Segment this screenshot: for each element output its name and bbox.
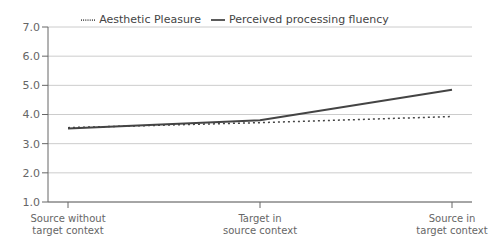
svg-text:Source withouttarget context: Source withouttarget context [30,213,105,236]
svg-text:6.0: 6.0 [23,50,41,63]
svg-text:4.0: 4.0 [23,108,41,121]
svg-text:Source intarget context: Source intarget context [416,213,487,236]
svg-text:1.0: 1.0 [23,196,41,209]
svg-text:3.0: 3.0 [23,138,41,151]
svg-text:2.0: 2.0 [23,167,41,180]
html-text:Perceived processing fluency: Perceived processing fluency [228,13,389,26]
svg-text:Target insource context: Target insource context [223,213,297,236]
html-text:Aesthetic Pleasure: Aesthetic Pleasure [99,13,201,26]
svg-text:7.0: 7.0 [23,21,41,34]
svg-text:5.0: 5.0 [23,79,41,92]
